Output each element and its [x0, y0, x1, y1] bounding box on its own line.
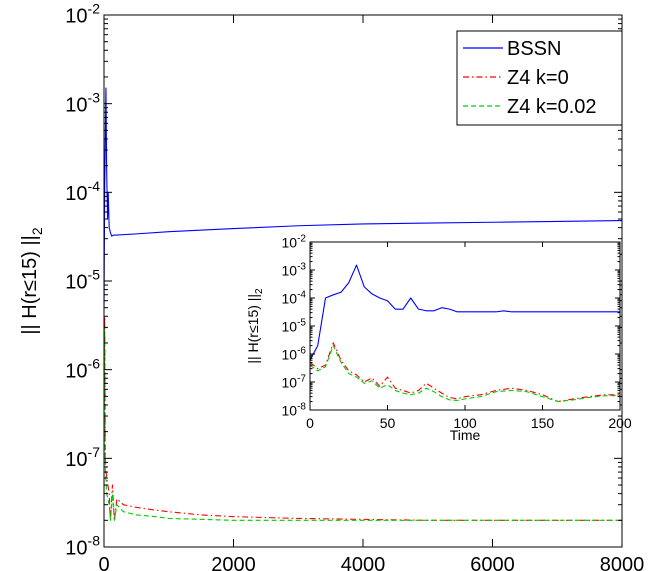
inset-y-tick-label: 10-8	[282, 401, 307, 418]
main-y-axis-label: || H(r≤15) ||2	[19, 227, 45, 335]
inset-y-tick-label: 10-6	[282, 345, 307, 362]
inset-series-2-line	[310, 345, 620, 403]
inset-chart: 0 50 100 150 20010-810-710-610-510-410-310-2…	[245, 233, 632, 443]
inset-y-tick-label-exp: -4	[297, 289, 306, 300]
inset-y-tick-label-base: 10	[282, 346, 298, 362]
inset-x-tick-label: 200	[608, 415, 632, 431]
legend-label-0: BSSN	[507, 38, 561, 60]
legend-label-2: Z4 k=0.02	[507, 96, 597, 118]
legend: BSSN Z4 k=0 Z4 k=0.02	[456, 30, 623, 126]
main-y-tick-label: 10-6	[65, 355, 100, 382]
inset-y-tick-label: 10-4	[282, 289, 307, 306]
main-y-tick-label-exp: -5	[88, 267, 101, 283]
inset-y-tick-label-exp: -7	[297, 373, 306, 384]
main-y-tick-label-exp: -3	[88, 89, 101, 105]
main-series-group	[104, 87, 622, 521]
main-y-tick-label: 10-8	[65, 533, 100, 560]
main-y-tick-label-base: 10	[65, 183, 87, 205]
inset-y-tick-label: 10-5	[282, 317, 307, 334]
main-y-tick-label-base: 10	[65, 272, 87, 294]
inset-y-axis-label-text: || H(r≤15) ||	[245, 294, 261, 364]
inset-x-axis-label: Time	[450, 427, 481, 443]
main-y-tick-label-base: 10	[65, 94, 87, 116]
main-y-tick-label-base: 10	[65, 6, 87, 28]
inset-series-0-line	[310, 264, 620, 361]
inset-y-tick-label-base: 10	[282, 290, 298, 306]
main-y-axis-label-subscript: 2	[29, 227, 45, 235]
inset-y-tick-label-base: 10	[282, 318, 298, 334]
inset-x-tick-label: 0	[306, 415, 314, 431]
main-y-tick-label-exp: -4	[88, 178, 101, 194]
inset-y-tick-label-base: 10	[282, 234, 298, 250]
inset-y-tick-label: 10-2	[282, 233, 307, 250]
inset-x-tick-label: 100	[453, 415, 477, 431]
main-y-tick-label-base: 10	[65, 360, 87, 382]
main-y-tick-label: 10-7	[65, 444, 100, 471]
inset-series-group	[310, 264, 620, 403]
inset-plot-background	[310, 242, 620, 410]
inset-y-axis-label: || H(r≤15) ||2	[245, 288, 265, 364]
main-x-tick-label: 0	[98, 554, 109, 571]
legend-label-1: Z4 k=0	[507, 67, 569, 89]
main-series-0-line	[104, 87, 622, 308]
main-x-tick-label: 4000	[341, 554, 386, 571]
main-series-1-line	[104, 315, 622, 521]
legend-box	[456, 30, 623, 126]
inset-y-tick-label-base: 10	[282, 402, 298, 418]
main-y-tick-label-exp: -2	[88, 1, 101, 17]
inset-y-tick-label-exp: -2	[297, 233, 306, 244]
main-x-tick-label: 6000	[470, 554, 515, 571]
main-x-tick-label: 2000	[211, 554, 256, 571]
main-y-tick-label: 10-3	[65, 89, 100, 116]
main-y-tick-label-exp: -6	[88, 355, 101, 371]
inset-y-tick-label-base: 10	[282, 374, 298, 390]
main-y-tick-label: 10-4	[65, 178, 100, 205]
inset-y-tick-label: 10-7	[282, 373, 307, 390]
inset-y-tick-label-exp: -3	[297, 261, 306, 272]
inset-y-tick-label-exp: -8	[297, 401, 306, 412]
main-y-tick-label: 10-5	[65, 267, 100, 294]
main-y-tick-label-exp: -8	[88, 533, 101, 549]
main-y-tick-label-base: 10	[65, 449, 87, 471]
inset-y-tick-label-exp: -5	[297, 317, 306, 328]
inset-y-tick-label: 10-3	[282, 261, 307, 278]
main-y-axis-label-text: || H(r≤15) ||	[19, 235, 41, 335]
main-y-tick-label-exp: -7	[88, 444, 101, 460]
main-y-tick-label-base: 10	[65, 538, 87, 560]
main-y-tick-label: 10-2	[65, 1, 100, 28]
inset-x-tick-label: 150	[531, 415, 555, 431]
inset-y-tick-label-base: 10	[282, 262, 298, 278]
inset-y-tick-label-exp: -6	[297, 345, 306, 356]
inset-x-tick-label: 50	[380, 415, 396, 431]
inset-y-axis-label-subscript: 2	[254, 288, 265, 294]
main-x-tick-label: 8000	[600, 554, 645, 571]
